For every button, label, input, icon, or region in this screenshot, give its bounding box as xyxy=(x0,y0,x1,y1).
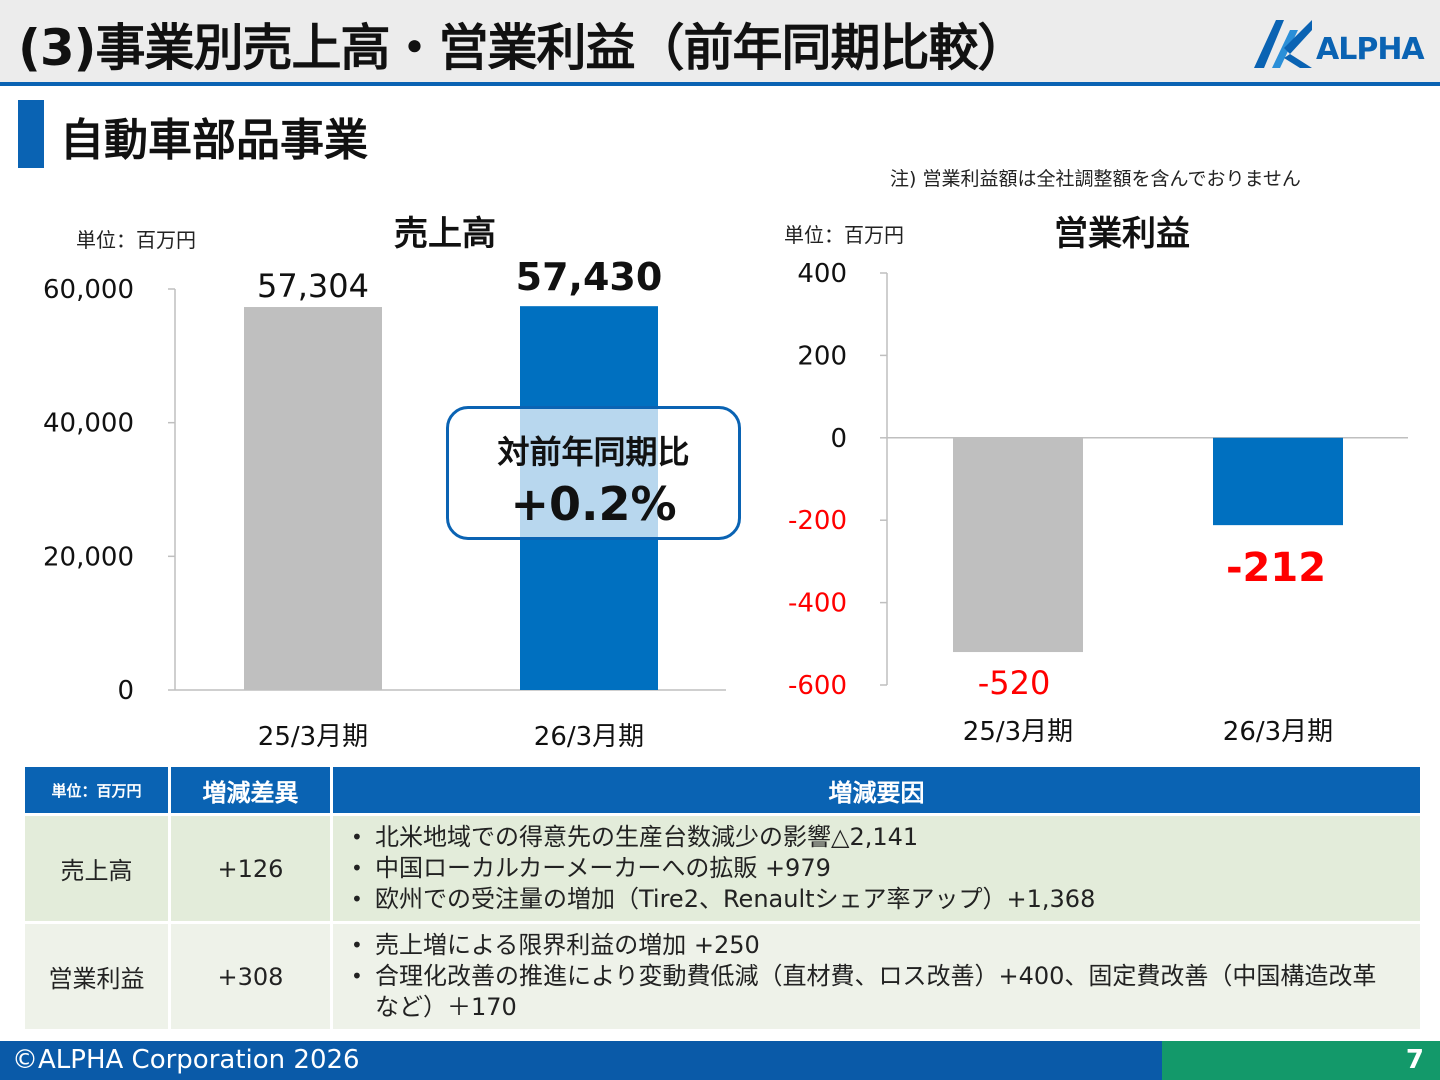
profit-y-tick-label: 400 xyxy=(797,259,847,289)
row-factors: 北米地域での得意先の生産台数減少の影響△2,141 中国ローカルカーメーカーへの… xyxy=(333,813,1420,921)
profit-y-tick-label: -600 xyxy=(788,671,847,701)
sales-x-tick-label: 26/3月期 xyxy=(534,722,644,752)
profit-bar xyxy=(953,437,1083,653)
row-diff: +126 xyxy=(171,813,333,921)
factor-item: 欧州での受注量の増加（Tire2、Renaultシェア率アップ）+1,368 xyxy=(349,884,1400,915)
copyright: ©ALPHA Corporation 2026 xyxy=(12,1045,360,1075)
yoy-callout: 対前年同期比 +0.2% xyxy=(446,406,741,540)
factor-item: 合理化改善の推進により変動費低減（直材費、ロス改善）+400、固定費改善（中国構… xyxy=(349,961,1400,1023)
yoy-callout-value: +0.2% xyxy=(510,477,677,531)
sales-chart-title: 売上高 xyxy=(394,214,496,254)
sales-y-tick-label: 0 xyxy=(117,676,134,706)
table-row: 売上高 +126 北米地域での得意先の生産台数減少の影響△2,141 中国ローカ… xyxy=(25,813,1420,921)
sales-data-label: 57,304 xyxy=(257,267,369,305)
profit-unit-label: 単位：百万円 xyxy=(784,223,904,247)
factor-item: 北米地域での得意先の生産台数減少の影響△2,141 xyxy=(349,822,1400,853)
profit-data-label: -520 xyxy=(978,664,1051,702)
sales-bar xyxy=(244,307,382,690)
sales-y-tick-label: 40,000 xyxy=(43,409,134,439)
header-band: (3)事業別売上高・営業利益（前年同期比較） ALPHA xyxy=(0,0,1440,86)
footer-band: 7 ©ALPHA Corporation 2026 xyxy=(0,1041,1440,1080)
profit-y-tick-label: 200 xyxy=(797,341,847,371)
alpha-logo-icon xyxy=(1254,20,1312,68)
profit-bar xyxy=(1213,437,1343,526)
section-title: 自動車部品事業 xyxy=(60,115,368,166)
profit-x-tick-label: 25/3月期 xyxy=(963,717,1073,747)
profit-data-label: -212 xyxy=(1226,545,1326,591)
table-header-diff: 増減差異 xyxy=(171,767,333,813)
logo-wordmark: ALPHA xyxy=(1316,32,1425,67)
profit-x-tick-label: 26/3月期 xyxy=(1223,717,1333,747)
profit-chart-title: 営業利益 xyxy=(1054,214,1190,254)
summary-table: 単位：百万円 増減差異 増減要因 売上高 +126 北米地域での得意先の生産台数… xyxy=(25,767,1420,1029)
table-header-unit: 単位：百万円 xyxy=(25,767,171,813)
page-title: (3)事業別売上高・営業利益（前年同期比較） xyxy=(18,19,1027,77)
page-number: 7 xyxy=(1405,1045,1424,1075)
section-marker xyxy=(18,100,44,168)
sales-x-tick-label: 25/3月期 xyxy=(258,722,368,752)
sales-data-label: 57,430 xyxy=(516,255,663,299)
factor-item: 中国ローカルカーメーカーへの拡販 +979 xyxy=(349,853,1400,884)
row-factors: 売上増による限界利益の増加 +250 合理化改善の推進により変動費低減（直材費、… xyxy=(333,921,1420,1029)
sales-unit-label: 単位：百万円 xyxy=(76,228,196,252)
footer-accent: 7 xyxy=(1162,1041,1440,1080)
profit-chart: -600 -400 -200 0 200 400 -520 25/3月期 -212 26/3月期 xyxy=(788,259,1408,747)
sales-y-tick-label: 20,000 xyxy=(43,542,134,572)
factor-item: 売上増による限界利益の増加 +250 xyxy=(349,930,1400,961)
row-label: 営業利益 xyxy=(25,921,171,1029)
table-row: 営業利益 +308 売上増による限界利益の増加 +250 合理化改善の推進により… xyxy=(25,921,1420,1029)
footnote: 注) 営業利益額は全社調整額を含んでおりません xyxy=(890,168,1301,190)
yoy-callout-label: 対前年同期比 xyxy=(497,433,690,471)
table-header-row: 単位：百万円 増減差異 増減要因 xyxy=(25,767,1420,813)
profit-y-tick-label: -400 xyxy=(788,589,847,619)
row-diff: +308 xyxy=(171,921,333,1029)
sales-y-tick-label: 60,000 xyxy=(43,275,134,305)
alpha-logo: ALPHA xyxy=(1250,14,1430,74)
profit-y-tick-label: -200 xyxy=(788,506,847,536)
profit-y-tick-label: 0 xyxy=(830,424,847,454)
table-header-factor: 増減要因 xyxy=(333,767,1420,813)
row-label: 売上高 xyxy=(25,813,171,921)
